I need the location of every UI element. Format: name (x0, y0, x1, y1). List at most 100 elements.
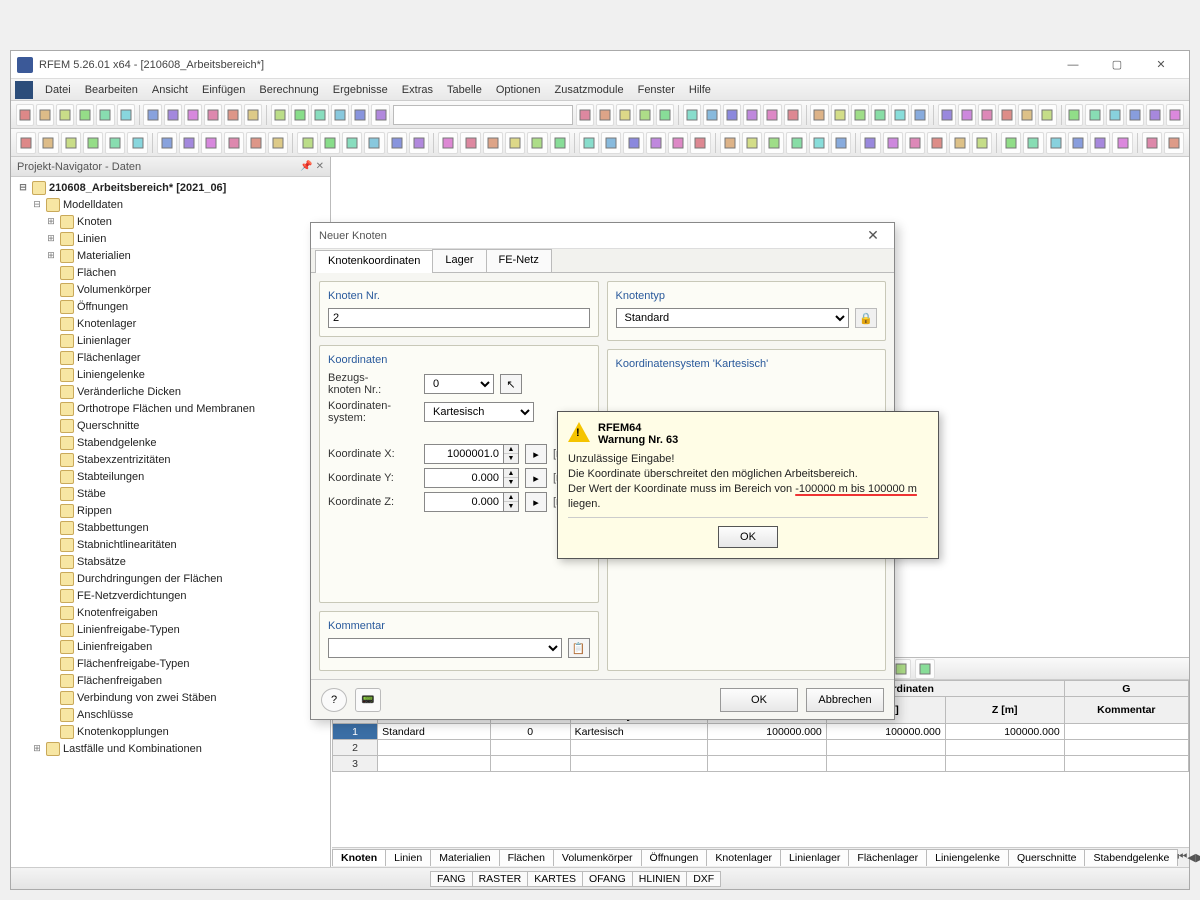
dialog-cancel-button[interactable]: Abbrechen (806, 688, 884, 712)
toolbar-button[interactable] (860, 132, 880, 154)
toolbar-button[interactable] (742, 132, 762, 154)
sheet-nav-button[interactable]: ◀ (1187, 851, 1195, 864)
toolbar-button[interactable] (1142, 132, 1162, 154)
toolbar-button[interactable] (505, 132, 525, 154)
kx-up[interactable]: ▲ (504, 445, 518, 454)
col-letter-g[interactable]: G (1064, 681, 1188, 697)
cell-comment[interactable] (1064, 756, 1188, 772)
tree-node[interactable]: Stabsätze (13, 553, 330, 570)
toolbar-button[interactable] (1068, 132, 1088, 154)
sheet-nav-button[interactable]: ⏮ (1177, 851, 1187, 864)
toolbar-combo[interactable] (393, 105, 573, 125)
toolbar-button[interactable] (576, 104, 594, 126)
toolbar-button[interactable] (550, 132, 570, 154)
tree-node[interactable]: Knotenkopplungen (13, 723, 330, 740)
toolbar-button[interactable] (1001, 132, 1021, 154)
menu-tabelle[interactable]: Tabelle (441, 82, 488, 98)
toolbar-button[interactable] (96, 104, 114, 126)
kz-input[interactable] (424, 492, 504, 512)
toolbar-button[interactable] (224, 104, 242, 126)
coord-system-select[interactable]: Kartesisch (424, 402, 534, 422)
toolbar-button[interactable] (911, 104, 929, 126)
toolbar-button[interactable] (616, 104, 634, 126)
toolbar-button[interactable] (342, 132, 362, 154)
tree-node[interactable]: Verbindung von zwei Stäben (13, 689, 330, 706)
row-header[interactable]: 2 (333, 740, 378, 756)
toolbar-button[interactable] (320, 132, 340, 154)
toolbar-button[interactable] (244, 104, 262, 126)
cell-type[interactable] (378, 756, 490, 772)
toolbar-button[interactable] (36, 104, 54, 126)
cell-comment[interactable] (1064, 724, 1188, 740)
tab-lager[interactable]: Lager (432, 249, 486, 272)
col-z[interactable]: Z [m] (945, 697, 1064, 724)
toolbar-button[interactable] (246, 132, 266, 154)
ky-input[interactable] (424, 468, 504, 488)
tree-node[interactable]: Flächenfreigabe-Typen (13, 655, 330, 672)
sheet-tab[interactable]: Volumenkörper (553, 849, 642, 866)
row-header[interactable]: 3 (333, 756, 378, 772)
status-dxf[interactable]: DXF (686, 871, 721, 887)
toolbar-button[interactable] (1112, 132, 1132, 154)
ref-node-select[interactable]: 0 (424, 374, 494, 394)
toolbar-button[interactable] (1126, 104, 1144, 126)
toolbar-button[interactable] (646, 132, 666, 154)
tree-node[interactable]: Flächenlager (13, 349, 330, 366)
cell-sys[interactable]: Kartesisch (570, 724, 707, 740)
menu-einfuegen[interactable]: Einfügen (196, 82, 251, 98)
close-button[interactable]: ✕ (1139, 51, 1183, 79)
kz-dn[interactable]: ▼ (504, 502, 518, 511)
toolbar-button[interactable] (16, 132, 36, 154)
toolbar-button[interactable] (871, 104, 889, 126)
toolbar-button[interactable] (61, 132, 81, 154)
row-header[interactable]: 1 (333, 724, 378, 740)
toolbar-button[interactable] (311, 104, 329, 126)
cell-comment[interactable] (1064, 740, 1188, 756)
toolbar-button[interactable] (720, 132, 740, 154)
toolbar-button[interactable] (601, 132, 621, 154)
tree-node[interactable]: ⊞Lastfälle und Kombinationen (13, 740, 330, 757)
cell-type[interactable] (378, 740, 490, 756)
tree-node[interactable]: Stäbe (13, 485, 330, 502)
toolbar-button[interactable] (460, 132, 480, 154)
toolbar-button[interactable] (915, 659, 935, 679)
toolbar-button[interactable] (143, 104, 161, 126)
toolbar-button[interactable] (636, 104, 654, 126)
toolbar-button[interactable] (157, 132, 177, 154)
tree-node[interactable]: Flächen (13, 264, 330, 281)
tree-node[interactable]: FE-Netzverdichtungen (13, 587, 330, 604)
tree-node[interactable]: Öffnungen (13, 298, 330, 315)
cell-ref[interactable] (490, 756, 570, 772)
toolbar-button[interactable] (38, 132, 58, 154)
menu-ergebnisse[interactable]: Ergebnisse (327, 82, 394, 98)
toolbar-button[interactable] (268, 132, 288, 154)
toolbar-button[interactable] (1146, 104, 1164, 126)
sheet-tab[interactable]: Stabendgelenke (1084, 849, 1178, 866)
col-kommentar[interactable]: Kommentar (1064, 697, 1188, 724)
toolbar-button[interactable] (810, 104, 828, 126)
ky-up[interactable]: ▲ (504, 469, 518, 478)
kommentar-pick[interactable]: 📋 (568, 638, 590, 658)
sheet-tab[interactable]: Linienlager (780, 849, 849, 866)
toolbar-button[interactable] (297, 132, 317, 154)
toolbar-button[interactable] (409, 132, 429, 154)
help-button[interactable]: ? (321, 688, 347, 712)
toolbar-button[interactable] (978, 104, 996, 126)
toolbar-button[interactable] (179, 132, 199, 154)
toolbar-button[interactable] (927, 132, 947, 154)
toolbar-button[interactable] (656, 104, 674, 126)
toolbar-button[interactable] (998, 104, 1016, 126)
tree-node[interactable]: Durchdringungen der Flächen (13, 570, 330, 587)
dialog-ok-button[interactable]: OK (720, 688, 798, 712)
status-hlinien[interactable]: HLINIEN (632, 871, 687, 887)
toolbar-button[interactable] (291, 104, 309, 126)
cell-z[interactable]: 100000.000 (945, 724, 1064, 740)
sheet-tab[interactable]: Liniengelenke (926, 849, 1009, 866)
toolbar-button[interactable] (809, 132, 829, 154)
toolbar-button[interactable] (1046, 132, 1066, 154)
menu-datei[interactable]: Datei (39, 82, 77, 98)
menu-bearbeiten[interactable]: Bearbeiten (79, 82, 144, 98)
tree-node[interactable]: Knotenfreigaben (13, 604, 330, 621)
status-raster[interactable]: RASTER (472, 871, 529, 887)
toolbar-button[interactable] (905, 132, 925, 154)
